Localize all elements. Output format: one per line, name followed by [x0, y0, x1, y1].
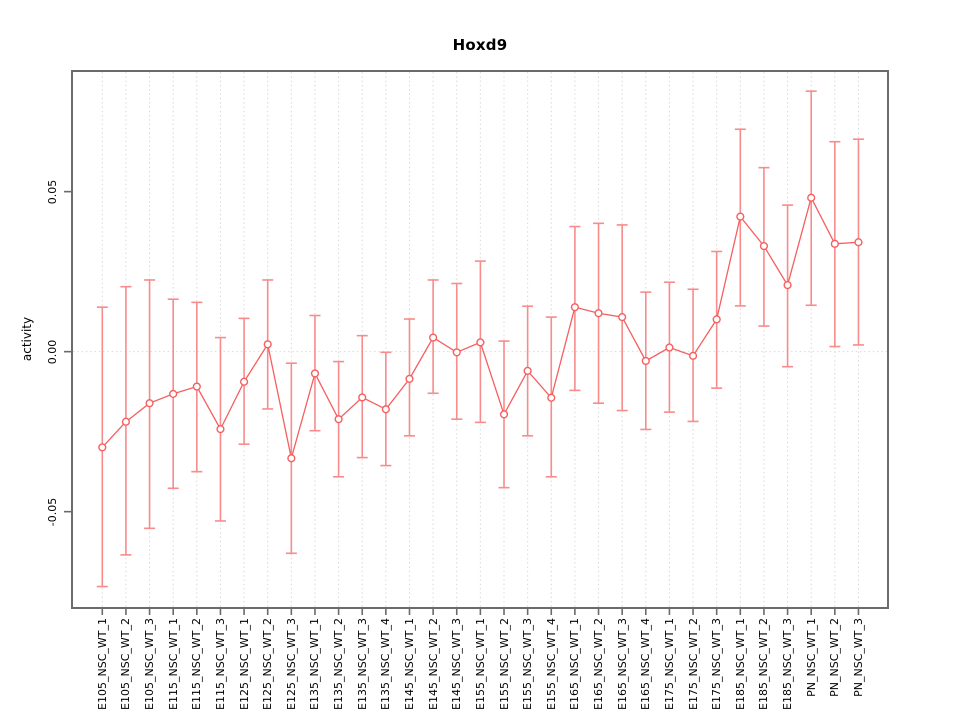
data-point	[452, 348, 461, 357]
x-tick-label: E155_NSC_WT_4	[544, 618, 558, 710]
data-point	[429, 333, 438, 342]
data-point	[594, 309, 603, 318]
x-tick-label: E185_NSC_WT_1	[733, 618, 747, 710]
data-point	[358, 393, 367, 402]
x-tick-label: E165_NSC_WT_2	[592, 618, 606, 710]
data-point	[310, 369, 320, 378]
x-tick-label: E125_NSC_WT_1	[237, 618, 251, 710]
x-tick-label: E135_NSC_WT_4	[379, 618, 393, 710]
x-tick-label: E175_NSC_WT_2	[686, 618, 700, 710]
x-tick-label: E165_NSC_WT_4	[639, 618, 653, 710]
x-tick-label: E105_NSC_WT_1	[95, 618, 109, 710]
data-point	[499, 410, 509, 419]
data-point	[523, 366, 532, 375]
data-point	[830, 239, 839, 248]
data-point	[665, 343, 674, 352]
data-point	[287, 454, 296, 463]
x-tick-label: E135_NSC_WT_3	[355, 618, 369, 710]
x-tick-label: E185_NSC_WT_3	[781, 618, 795, 710]
x-tick-label: E135_NSC_WT_1	[308, 618, 322, 710]
x-tick-label: E125_NSC_WT_2	[261, 618, 275, 710]
x-tick-label: PN_NSC_WT_1	[804, 618, 818, 697]
x-tick-label: E125_NSC_WT_3	[284, 618, 298, 710]
y-tick-label: 0.00	[46, 339, 59, 364]
plot-box	[71, 70, 889, 609]
x-tick-label: E145_NSC_WT_1	[402, 618, 416, 710]
data-point	[239, 377, 249, 386]
data-point	[783, 280, 792, 290]
data-point	[192, 382, 201, 391]
data-point	[405, 374, 414, 383]
x-tick-label: E115_NSC_WT_1	[166, 618, 180, 710]
x-tick-label: E145_NSC_WT_2	[426, 618, 440, 710]
x-tick-label: PN_NSC_WT_3	[851, 618, 865, 697]
x-tick-label: E165_NSC_WT_3	[615, 618, 629, 710]
data-point	[688, 351, 698, 360]
data-point	[145, 399, 154, 408]
x-tick-label: E175_NSC_WT_3	[710, 618, 724, 710]
y-tick-label: -0.05	[46, 497, 59, 526]
y-tick-label: 0.05	[46, 179, 59, 204]
data-point	[854, 238, 863, 247]
x-tick-label: E175_NSC_WT_1	[662, 618, 676, 710]
data-point	[736, 212, 745, 221]
x-tick-label: E115_NSC_WT_3	[213, 618, 227, 710]
data-point	[759, 241, 769, 251]
data-point	[712, 315, 721, 324]
data-point	[641, 356, 650, 366]
data-point	[334, 415, 343, 424]
x-tick-label: E155_NSC_WT_3	[521, 618, 535, 710]
data-point	[570, 303, 580, 312]
data-point	[618, 312, 627, 322]
data-point	[169, 389, 178, 399]
data-point	[98, 443, 107, 452]
x-tick-label: E105_NSC_WT_2	[119, 618, 133, 710]
data-point	[381, 405, 390, 414]
x-tick-label: PN_NSC_WT_2	[828, 618, 842, 697]
data-point	[121, 417, 131, 426]
x-tick-label: E115_NSC_WT_2	[190, 618, 204, 710]
data-point	[547, 393, 556, 402]
x-tick-label: E165_NSC_WT_1	[568, 618, 582, 710]
data-point	[807, 193, 816, 202]
data-point	[216, 425, 225, 434]
data-point	[476, 338, 485, 347]
data-point	[263, 340, 272, 349]
x-tick-label: E155_NSC_WT_1	[473, 618, 487, 710]
x-tick-label: E135_NSC_WT_2	[332, 618, 346, 710]
x-tick-label: E145_NSC_WT_3	[450, 618, 464, 710]
x-tick-label: E155_NSC_WT_2	[497, 618, 511, 710]
chart-title: Hoxd9	[452, 36, 508, 54]
x-tick-label: E105_NSC_WT_3	[143, 618, 157, 710]
x-tick-label: E185_NSC_WT_2	[757, 618, 771, 710]
